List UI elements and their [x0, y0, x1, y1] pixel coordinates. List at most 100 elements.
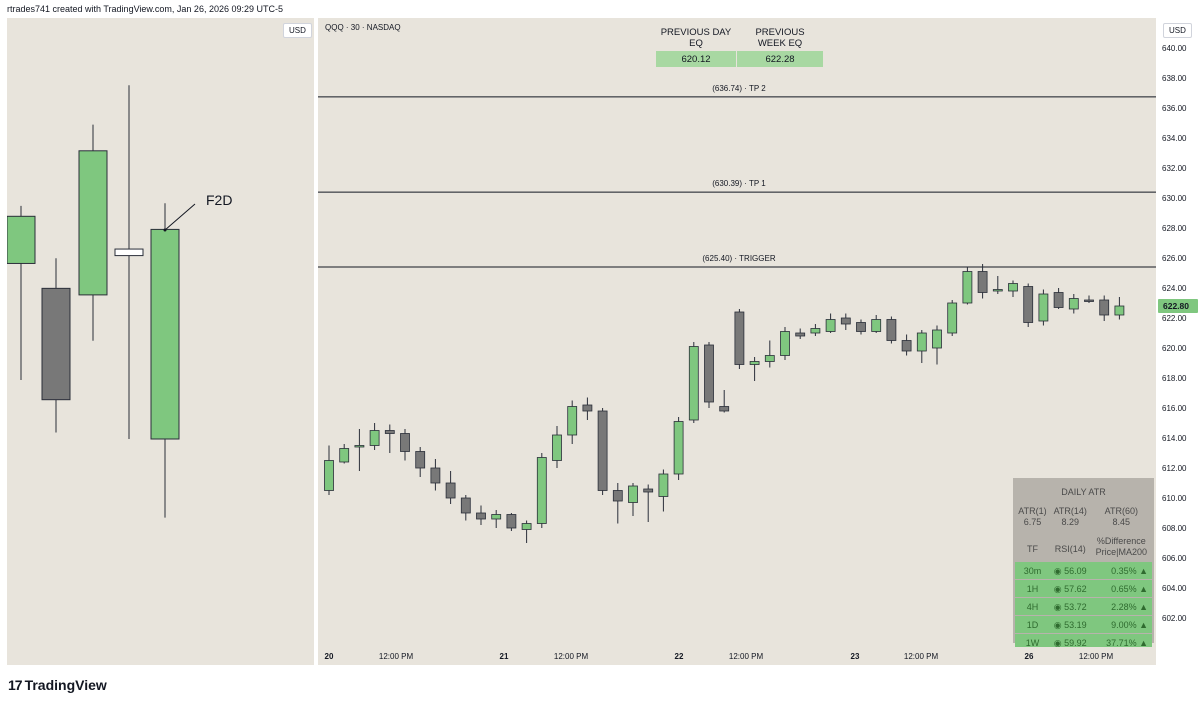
candle[interactable] — [825, 313, 836, 334]
candle[interactable] — [567, 400, 578, 445]
price-tick-label: 632.00 — [1162, 164, 1187, 173]
diff-cell: 37.71% ▲ — [1090, 634, 1152, 651]
candle[interactable] — [1099, 295, 1110, 322]
candle-body-up — [7, 215, 36, 264]
candle[interactable] — [932, 325, 942, 365]
candle[interactable] — [688, 342, 699, 423]
candle[interactable] — [1068, 294, 1079, 314]
candle-body-down — [1023, 286, 1034, 323]
candle[interactable] — [916, 330, 927, 363]
candle[interactable] — [886, 316, 897, 344]
candle-body-down — [840, 317, 851, 325]
candle[interactable] — [582, 397, 593, 421]
candle[interactable] — [354, 429, 365, 471]
candle[interactable] — [901, 334, 912, 356]
candle[interactable] — [962, 267, 973, 305]
candle[interactable] — [658, 469, 669, 512]
candle[interactable] — [1008, 280, 1018, 298]
candle-body-up — [688, 346, 699, 421]
main-candles-svg: (636.74) · TP 2 (630.39) · TP 1 (625.40) ·… — [318, 84, 1156, 544]
candle[interactable] — [1084, 295, 1094, 304]
time-tick-label: 12:00 PM — [1079, 652, 1114, 661]
candle[interactable] — [536, 453, 547, 528]
price-tick-label: 624.00 — [1162, 284, 1187, 293]
main-currency-badge[interactable]: USD — [1163, 23, 1192, 38]
candle[interactable] — [521, 520, 532, 544]
candle-body-up — [114, 248, 144, 257]
candle[interactable] — [430, 459, 441, 491]
candle[interactable] — [491, 510, 502, 528]
candle[interactable] — [734, 309, 745, 369]
candle[interactable] — [947, 300, 958, 336]
candle[interactable] — [445, 471, 456, 504]
candle-body-down — [704, 344, 714, 403]
candle-body-down — [1099, 299, 1110, 316]
candle[interactable] — [384, 424, 395, 454]
candle-body-up — [1008, 283, 1018, 292]
time-axis[interactable]: 20 12:00 PM 21 12:00 PM 22 12:00 PM 23 12:00 PM… — [318, 647, 1156, 665]
candle-body-up — [764, 355, 775, 362]
price-axis-svg: 640.00 638.00 636.00 634.00 632.00 630.00 628.… — [1158, 44, 1198, 623]
candle[interactable] — [476, 505, 486, 526]
candle-body-up — [810, 328, 821, 334]
candle-body-down — [430, 467, 441, 484]
candle[interactable] — [415, 447, 426, 477]
candle-body-up — [628, 485, 638, 503]
candle-body-up — [947, 302, 958, 334]
candle[interactable] — [324, 445, 334, 496]
annotation-pointer — [164, 203, 196, 231]
rsi-cell: ◉ 56.09 — [1049, 562, 1091, 579]
tradingview-logo-icon: 17 — [8, 677, 23, 693]
candle[interactable] — [977, 264, 988, 299]
candle-body-up — [992, 289, 1003, 292]
time-axis-svg: 20 12:00 PM 21 12:00 PM 22 12:00 PM 23 12:00 PM… — [325, 652, 1114, 661]
left-candle[interactable] — [78, 124, 108, 341]
candle[interactable] — [339, 444, 350, 464]
candle-body-down — [719, 406, 730, 412]
candle[interactable] — [673, 417, 684, 480]
candle[interactable] — [1114, 297, 1125, 320]
f2d-annotation[interactable]: F2D — [206, 192, 232, 208]
candle[interactable] — [643, 484, 654, 523]
left-candle[interactable] — [114, 85, 144, 439]
candle[interactable] — [460, 495, 471, 521]
candle[interactable] — [749, 357, 760, 381]
candle[interactable] — [612, 483, 623, 524]
candle-body-up — [536, 457, 547, 524]
tradingview-logo[interactable]: 17 TradingView — [8, 677, 107, 693]
candle[interactable] — [1023, 283, 1034, 328]
time-tick-label: 22 — [675, 652, 684, 661]
candle-body-down — [597, 410, 608, 491]
candle[interactable] — [764, 340, 775, 368]
candle[interactable] — [856, 319, 866, 335]
candle[interactable] — [1038, 289, 1049, 326]
left-currency-badge[interactable]: USD — [283, 23, 312, 38]
left-candle[interactable] — [150, 203, 180, 518]
time-tick-label: 12:00 PM — [729, 652, 764, 661]
candle[interactable] — [871, 315, 882, 333]
left-candle[interactable] — [7, 205, 36, 381]
eq-value-week: 622.28 — [737, 51, 823, 67]
candle-body-up — [369, 430, 380, 446]
left-chart-pane[interactable]: F2D — [7, 18, 314, 665]
pane-divider[interactable] — [314, 18, 318, 665]
symbol-label[interactable]: QQQ · 30 · NASDAQ — [325, 23, 401, 32]
candle[interactable] — [992, 276, 1003, 294]
candle[interactable] — [1053, 288, 1064, 309]
candle[interactable] — [400, 429, 410, 461]
candle[interactable] — [780, 327, 790, 360]
candle[interactable] — [704, 342, 714, 408]
left-candle[interactable] — [41, 258, 71, 433]
candle[interactable] — [810, 324, 821, 336]
price-axis[interactable]: 640.00 638.00 636.00 634.00 632.00 630.00 628.… — [1156, 18, 1200, 665]
candle[interactable] — [597, 408, 608, 495]
candle[interactable] — [506, 513, 517, 531]
candle[interactable] — [369, 423, 380, 450]
candle[interactable] — [719, 390, 730, 413]
candle[interactable] — [552, 426, 562, 468]
candle[interactable] — [840, 313, 851, 331]
candle[interactable] — [795, 328, 806, 340]
candle[interactable] — [628, 483, 638, 516]
candle-body-up — [962, 271, 973, 304]
candle-body-down — [795, 332, 806, 337]
